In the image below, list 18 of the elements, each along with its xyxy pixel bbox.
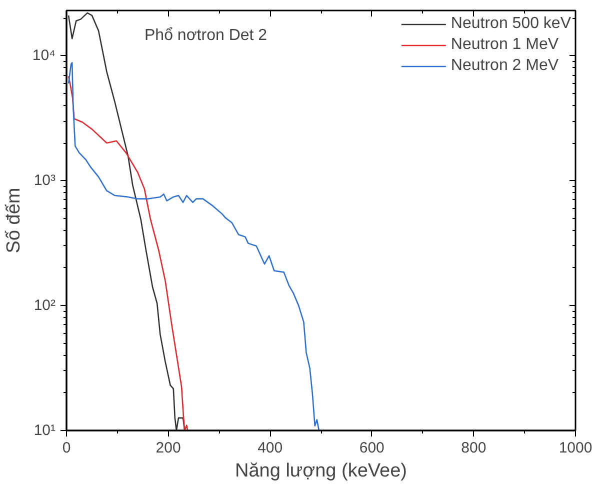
x-tick-label: 400 — [258, 440, 283, 456]
line-series — [68, 62, 320, 430]
legend-label: Neutron 500 keV — [450, 15, 571, 33]
y-tick-label: 10¹ — [34, 422, 56, 439]
legend-label: Neutron 2 MeV — [450, 57, 559, 75]
annotation: Phổ nơtron Det 2 — [144, 27, 268, 44]
y-tick-label: 10⁴ — [32, 47, 56, 64]
x-tick-label: 1000 — [558, 440, 592, 456]
line-series — [68, 76, 188, 430]
x-tick-label: 800 — [461, 440, 486, 456]
y-tick-label: 10³ — [34, 172, 56, 190]
y-tick-label: 10² — [34, 297, 56, 314]
x-axis-title: Năng lượng (keVee) — [235, 460, 408, 482]
x-tick-label: 200 — [156, 440, 181, 456]
x-tick-label: 600 — [359, 440, 384, 456]
y-axis-title: Số đếm — [3, 188, 24, 254]
x-tick-label: 0 — [62, 440, 71, 456]
legend-label: Neutron 1 MeV — [450, 36, 559, 54]
